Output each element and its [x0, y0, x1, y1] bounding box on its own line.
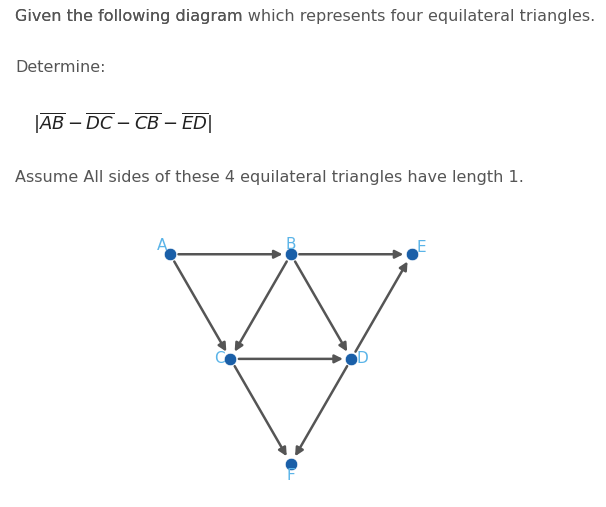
Text: Given the following diagram: Given the following diagram — [15, 9, 248, 23]
Text: C: C — [215, 351, 225, 367]
Text: $|\overline{AB} - \overline{DC} - \overline{CB} - \overline{ED}|$: $|\overline{AB} - \overline{DC} - \overl… — [33, 111, 213, 136]
Text: E: E — [416, 239, 426, 255]
Text: Assume All sides of these 4 equilateral triangles have length 1.: Assume All sides of these 4 equilateral … — [15, 170, 524, 186]
Text: F: F — [287, 468, 295, 483]
Text: Given the following diagram which represents four equilateral triangles.: Given the following diagram which repres… — [15, 9, 596, 23]
Text: B: B — [285, 237, 296, 252]
Text: Determine:: Determine: — [15, 60, 105, 75]
Text: A: A — [156, 238, 167, 254]
Text: D: D — [356, 351, 368, 367]
